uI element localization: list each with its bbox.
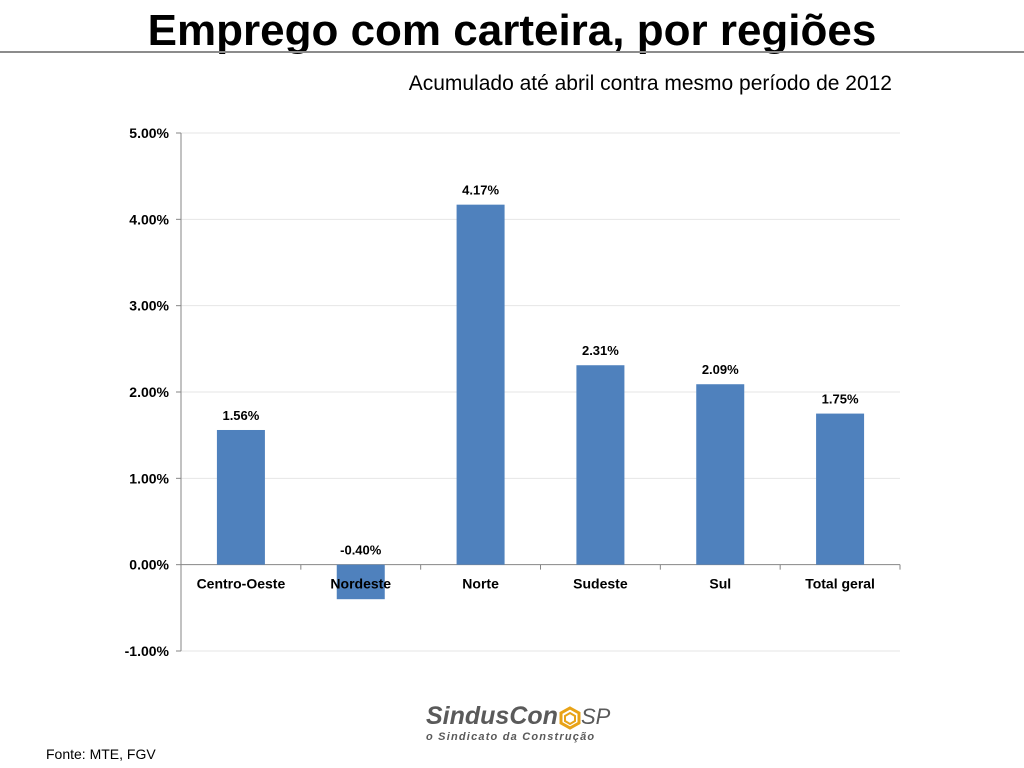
data-labels: 1.56% -0.40% 4.17% 2.31% 2.09% 1.75% bbox=[222, 183, 858, 558]
y-tick-label: -1.00% bbox=[125, 643, 170, 659]
bar bbox=[816, 413, 865, 565]
page-title: Emprego com carteira, por regiões bbox=[147, 6, 877, 55]
bar bbox=[336, 564, 385, 600]
y-tick-label: 0.00% bbox=[129, 557, 169, 573]
logo-tagline: o Sindicato da Construção bbox=[426, 731, 595, 743]
y-tick-label: 3.00% bbox=[129, 298, 169, 314]
sinduscon-logo: SindusCon SP o Sindicato da Construção bbox=[426, 702, 611, 743]
bar bbox=[696, 384, 745, 565]
x-tick-label: Norte bbox=[462, 576, 499, 592]
x-tick-label: Centro-Oeste bbox=[197, 576, 286, 592]
logo-emblem-icon bbox=[559, 706, 581, 730]
data-label: 1.56% bbox=[222, 408, 259, 423]
data-label: 1.75% bbox=[822, 392, 859, 407]
data-label: 2.09% bbox=[702, 362, 739, 377]
data-label: 4.17% bbox=[462, 183, 499, 198]
bar bbox=[456, 204, 505, 565]
y-tick-label: 5.00% bbox=[129, 125, 169, 141]
bar bbox=[216, 429, 265, 565]
y-tick-label: 1.00% bbox=[129, 470, 169, 486]
tick-labels: 5.00% 4.00% 3.00% 2.00% 1.00% 0.00% -1.00% Cent… bbox=[125, 125, 875, 659]
y-tick-label: 2.00% bbox=[129, 384, 169, 400]
x-tick-label: Total geral bbox=[805, 576, 875, 592]
axes bbox=[176, 132, 901, 652]
data-label: -0.40% bbox=[340, 543, 382, 558]
x-tick-label: Nordeste bbox=[330, 576, 391, 592]
logo-suffix: SP bbox=[581, 704, 611, 729]
bar bbox=[576, 365, 625, 565]
x-tick-label: Sudeste bbox=[573, 576, 628, 592]
gridlines bbox=[181, 132, 900, 652]
page-subtitle: Acumulado até abril contra mesmo período… bbox=[408, 72, 892, 95]
x-tick-label: Sul bbox=[709, 576, 731, 592]
bars bbox=[216, 204, 865, 600]
source-note: Fonte: MTE, FGV bbox=[46, 746, 156, 762]
data-label: 2.31% bbox=[582, 343, 619, 358]
title-divider bbox=[0, 51, 1024, 53]
y-tick-label: 4.00% bbox=[129, 211, 169, 227]
logo-name: SindusCon bbox=[426, 702, 558, 730]
